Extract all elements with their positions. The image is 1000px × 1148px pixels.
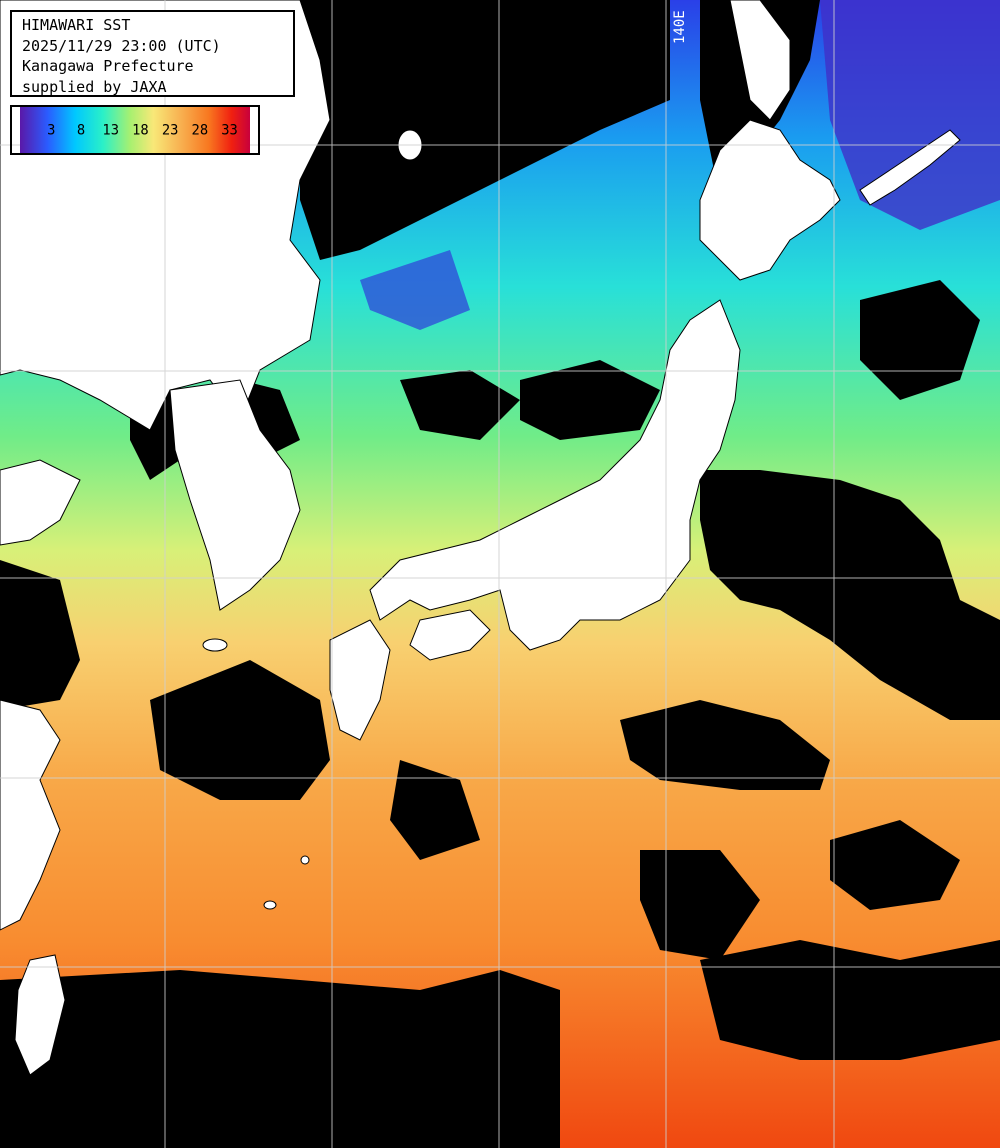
- land-hokkaido: [699, 119, 841, 281]
- map-datetime: 2025/11/29 23:00 (UTC): [22, 36, 221, 55]
- land-honshu: [369, 299, 741, 651]
- legend-tick-label: 28: [192, 123, 209, 139]
- land-china-south: [0, 699, 61, 931]
- land-taiwan: [14, 954, 66, 1076]
- map-credit: supplied by JAXA: [22, 77, 167, 96]
- map-title: HIMAWARI SST: [22, 16, 131, 34]
- land-kurils: [859, 129, 961, 206]
- legend-tick-label: 3: [47, 123, 55, 139]
- legend-tick-label: 8: [77, 123, 85, 139]
- cold-water-patch: [360, 250, 470, 330]
- lat-label-30n: 30N: [5, 761, 30, 777]
- map-region: Kanagawa Prefecture: [22, 57, 194, 75]
- legend-tick-label: 18: [132, 123, 149, 139]
- temperature-legend: 3 8 13 18 23 28 33: [10, 105, 260, 155]
- legend-tick-label: 33: [221, 123, 238, 139]
- lon-label-140e: 140E: [672, 10, 688, 44]
- cold-water-patch: [820, 0, 1000, 230]
- land-sakhalin: [729, 0, 791, 121]
- info-box: HIMAWARI SST 2025/11/29 23:00 (UTC) Kana…: [10, 10, 295, 97]
- legend-tick-label: 23: [162, 123, 179, 139]
- lat-label-40n: 40N: [5, 354, 30, 370]
- land-korea: [169, 379, 301, 611]
- legend-gradient: [20, 107, 250, 153]
- land-shikoku: [409, 609, 491, 661]
- legend-tick-label: 13: [102, 123, 119, 139]
- land-china-coast: [0, 459, 81, 546]
